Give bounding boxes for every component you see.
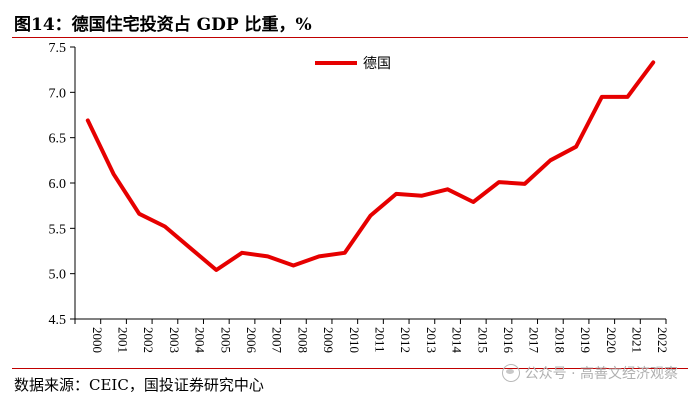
series-line-germany [85, 60, 656, 272]
x-tick-label: 2007 [270, 327, 285, 354]
x-tick-label: 2017 [527, 327, 542, 354]
y-tick-label: 7.0 [49, 86, 67, 101]
x-tick-label: 2015 [475, 327, 490, 353]
chart-title: 图14：德国住宅投资占 GDP 比重，% [14, 15, 312, 35]
y-tick-label: 4.5 [49, 313, 67, 328]
legend: 德国 [315, 56, 391, 72]
x-tick-label: 2005 [218, 327, 233, 353]
data-source-note: 数据来源：CEIC，国投证券研究中心 [14, 376, 264, 394]
watermark-text: 公众号 · 高善文经济观察 [524, 366, 678, 382]
x-tick-label: 2003 [167, 327, 182, 353]
wechat-icon [501, 364, 520, 382]
x-tick-label: 2011 [373, 327, 388, 353]
chart-axes [74, 47, 666, 320]
x-tick-label: 2019 [578, 327, 593, 353]
y-tick-label: 6.0 [49, 177, 67, 192]
y-tick-label: 7.5 [49, 41, 67, 56]
y-axis-ticks: 4.5 5.0 5.5 6.0 6.5 7.0 7.5 [49, 41, 75, 328]
x-tick-label: 2022 [655, 327, 670, 353]
x-tick-label: 2021 [629, 327, 644, 353]
x-tick-label: 2008 [295, 327, 310, 353]
x-tick-label: 2012 [398, 327, 413, 353]
title-underline [12, 37, 688, 38]
x-tick-label: 2001 [116, 327, 131, 353]
x-tick-label: 2000 [90, 327, 105, 353]
watermark: 公众号 · 高善文经济观察 [501, 363, 678, 383]
y-tick-label: 5.0 [49, 268, 67, 283]
x-tick-label: 2010 [347, 327, 362, 353]
x-tick-label: 2018 [552, 327, 567, 353]
x-tick-label: 2013 [424, 327, 439, 353]
y-tick-label: 5.5 [49, 222, 67, 237]
y-tick-label: 6.5 [49, 132, 67, 147]
x-axis-ticks: 2000 2001 2002 2003 2004 2005 2006 2007 2008 2009… [74, 319, 670, 354]
x-tick-label: 2014 [450, 327, 465, 354]
x-tick-label: 2004 [193, 327, 208, 354]
x-tick-label: 2016 [501, 327, 516, 354]
x-tick-label: 2006 [244, 327, 259, 354]
series-group [85, 60, 656, 272]
legend-label: 德国 [363, 56, 391, 72]
x-tick-label: 2009 [321, 327, 336, 353]
x-tick-label: 2002 [141, 327, 156, 353]
x-tick-label: 2020 [604, 327, 619, 353]
footer-rule [12, 368, 688, 369]
